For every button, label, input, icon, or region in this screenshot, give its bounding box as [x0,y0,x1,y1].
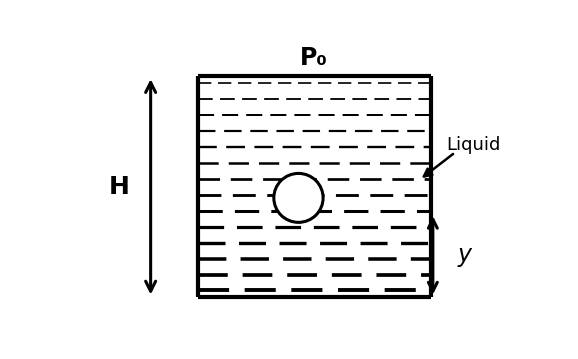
Text: H: H [109,175,129,199]
Text: Liquid: Liquid [446,136,501,154]
Text: y: y [457,243,471,266]
Ellipse shape [274,173,323,222]
Text: P₀: P₀ [300,46,328,70]
